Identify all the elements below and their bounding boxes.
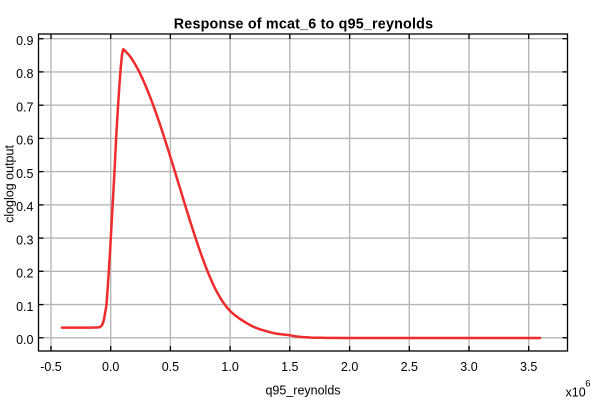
svg-text:3.0: 3.0 (460, 360, 477, 374)
svg-text:2.0: 2.0 (341, 360, 358, 374)
svg-text:0.2: 0.2 (16, 267, 33, 281)
svg-text:0.5: 0.5 (162, 360, 179, 374)
svg-text:1.0: 1.0 (221, 360, 238, 374)
svg-text:x10: x10 (566, 386, 586, 400)
svg-text:cloglog output: cloglog output (3, 145, 17, 223)
svg-text:6: 6 (585, 378, 590, 389)
svg-text:1.5: 1.5 (281, 360, 298, 374)
svg-text:0.7: 0.7 (16, 100, 33, 114)
svg-text:3.5: 3.5 (520, 360, 537, 374)
svg-text:0.1: 0.1 (16, 300, 33, 314)
svg-text:0.3: 0.3 (16, 233, 33, 247)
svg-text:0.6: 0.6 (16, 134, 33, 148)
svg-text:q95_reynolds: q95_reynolds (265, 383, 340, 397)
svg-text:0.4: 0.4 (16, 200, 33, 214)
svg-text:0.9: 0.9 (16, 34, 33, 48)
svg-text:0.0: 0.0 (102, 360, 119, 374)
svg-text:Response of mcat_6 to q95_reyn: Response of mcat_6 to q95_reynolds (174, 17, 433, 33)
svg-text:2.5: 2.5 (401, 360, 418, 374)
svg-text:0.5: 0.5 (16, 167, 33, 181)
svg-text:0.8: 0.8 (16, 67, 33, 81)
svg-text:-0.5: -0.5 (40, 360, 62, 374)
svg-text:0.0: 0.0 (16, 333, 33, 347)
